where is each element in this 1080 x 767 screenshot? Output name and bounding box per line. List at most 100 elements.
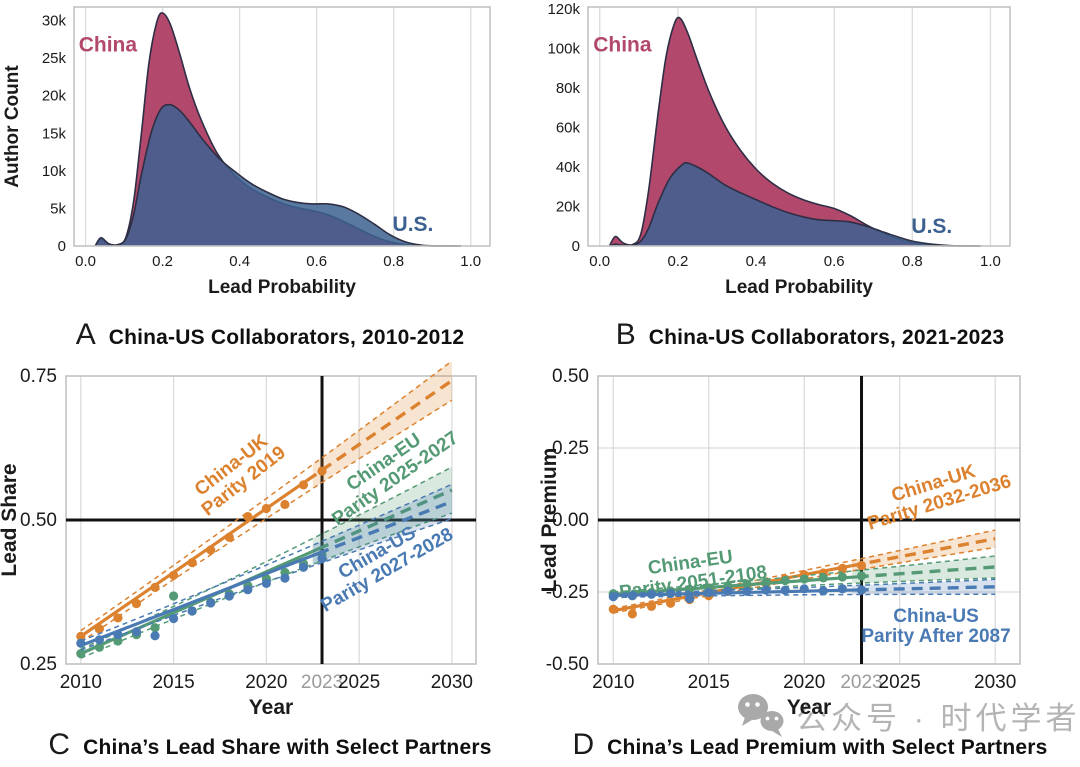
y-tick-label: -0.50	[546, 654, 589, 675]
x-tick-label: 0.6	[306, 253, 327, 270]
x-tick-label: 0.8	[383, 253, 404, 270]
x-tick-label: 0.4	[746, 253, 767, 270]
panel-caption-d: D China’s Lead Premium with Select Partn…	[540, 728, 1080, 762]
y-tick-label: 10k	[42, 163, 67, 180]
plot-frame	[73, 6, 491, 247]
x-tick-label: 2030	[974, 672, 1016, 693]
panel-letter-c: C	[48, 728, 71, 761]
data-point-China-US	[780, 585, 790, 595]
ci-band-China-EU	[852, 556, 996, 584]
data-point-China-US	[243, 585, 253, 595]
series-label-U.S.: U.S.	[393, 213, 434, 236]
bottom-row: China-UKParity 2019 China-EUParity 2025-2…	[0, 360, 1080, 767]
panel-china-us-collaborators-2010-2012: 0.0 0.2 0.4 0.6 0.8 1.0 0 5k 10k 15k 20k 25k 30k Lead…	[0, 0, 540, 360]
x-tick-label: 0.4	[229, 253, 250, 270]
panel-title-d: China’s Lead Premium with Select Partner…	[607, 736, 1048, 759]
plot-frame	[587, 6, 1011, 247]
x-tick-label: 2030	[431, 672, 473, 693]
y-tick-label: 30k	[42, 13, 67, 30]
y-tick-label: 0.50	[552, 366, 589, 387]
data-point-China-US	[856, 585, 867, 595]
panel-letter-d: D	[572, 728, 595, 761]
annotation-line: Parity After 2087	[861, 626, 1010, 647]
y-tick-label: 60k	[556, 119, 581, 136]
y-tick-label: -0.25	[546, 582, 589, 603]
data-point-China-EU	[113, 636, 123, 646]
panel-caption-c: C China’s Lead Share with Select Partner…	[0, 728, 540, 762]
ci-upper-China-US	[80, 483, 453, 642]
series-label-China: China	[593, 34, 652, 57]
y-tick-label: 80k	[556, 80, 581, 97]
data-point-China-EU	[169, 591, 179, 601]
data-point-China-US	[169, 613, 179, 624]
data-point-China-US	[317, 553, 327, 564]
watermark-text: 公众号 · 时代学者	[796, 700, 1080, 736]
data-point-China-EU	[856, 571, 867, 581]
data-point-China-UK	[131, 598, 142, 609]
x-tick-label: 2025	[338, 672, 380, 693]
data-point-China-US	[665, 588, 676, 599]
x-tick-label: 0.0	[75, 253, 96, 270]
x-tick-label: 2015	[152, 672, 194, 693]
y-tick-label: 100k	[547, 40, 580, 57]
x-tick-label: 2010	[60, 672, 102, 693]
trend-line-China-US	[80, 551, 319, 648]
data-point-China-US	[94, 635, 104, 645]
data-point-China-EU	[761, 577, 771, 587]
data-point-China-UK	[261, 503, 271, 514]
ci-lower-China-US	[80, 518, 453, 651]
y-tick-label: 20k	[556, 198, 581, 215]
x-tick-label: 2020	[245, 672, 287, 693]
y-tick-label: 15k	[42, 125, 67, 142]
x-tick-label: 1.0	[980, 253, 1001, 270]
y-axis-label: Author Count	[2, 65, 23, 188]
projection-line-China-UK	[306, 379, 453, 482]
projection-line-China-EU	[317, 488, 453, 551]
x-axis-label: Lead Probability	[208, 277, 356, 298]
data-point-China-US	[837, 584, 848, 594]
ci-band-China-US	[312, 484, 452, 566]
data-point-China-US	[685, 594, 695, 604]
panel-lead-premium: China-UKParity 2032-2036 China-EUParity 2…	[540, 360, 1080, 767]
data-point-China-US	[298, 562, 309, 572]
y-tick-label: 40k	[556, 159, 581, 176]
panel-lead-share: China-UKParity 2019 China-EUParity 2025-2…	[0, 360, 540, 767]
data-point-China-UK	[665, 598, 676, 608]
panel-china-us-collaborators-2021-2023: 0.0 0.2 0.4 0.6 0.8 1.0 0 20k 40k 60k 80k 100k 120k L…	[540, 0, 1080, 360]
x-tick-label: 0.6	[824, 253, 845, 270]
watermark: 公众号 · 时代学者	[736, 692, 1080, 738]
series-label-China: China	[79, 34, 138, 57]
data-point-China-UK	[646, 601, 657, 611]
density-outline-U.S.	[94, 103, 462, 247]
panel-title-c: China’s Lead Share with Select Partners	[83, 736, 492, 759]
data-point-China-UK	[280, 499, 290, 510]
x-tick-label: 2025	[879, 672, 921, 693]
data-point-China-UK	[113, 613, 123, 623]
data-point-China-US	[76, 638, 86, 648]
projection-line-China-UK	[851, 537, 996, 568]
x-tick-label: 0.2	[667, 253, 688, 270]
x-tick-label: 0.2	[152, 253, 173, 270]
annotation-China-US: China-US Parity After 2087	[861, 606, 1010, 647]
data-point-China-UK	[317, 466, 327, 476]
x-tick-label: 2023	[301, 672, 343, 693]
y-axis-label: Lead Premium	[540, 448, 561, 593]
top-row: 0.0 0.2 0.4 0.6 0.8 1.0 0 5k 10k 15k 20k 25k 30k Lead…	[0, 0, 1080, 360]
data-point-China-US	[761, 585, 771, 595]
panel-title-b: China-US Collaborators, 2021-2023	[648, 326, 1005, 349]
data-point-China-EU	[76, 649, 86, 659]
data-point-China-UK	[608, 604, 618, 614]
data-point-China-UK	[298, 480, 309, 490]
data-point-China-US	[187, 606, 197, 616]
wechat-icon	[738, 694, 784, 737]
data-point-China-EU	[780, 575, 790, 586]
series-label-U.S.: U.S.	[911, 215, 952, 238]
data-point-China-UK	[856, 560, 867, 571]
data-point-China-US	[646, 589, 657, 599]
y-tick-label: 0.50	[20, 510, 57, 531]
x-axis-label: Year	[249, 696, 293, 719]
density-chart-2021-2023: 0.0 0.2 0.4 0.6 0.8 1.0 0 20k 40k 60k 80k 100k 120k L…	[547, 1, 1011, 298]
ci-upper-China-UK	[80, 360, 453, 632]
ci-band-China-UK	[312, 361, 452, 489]
